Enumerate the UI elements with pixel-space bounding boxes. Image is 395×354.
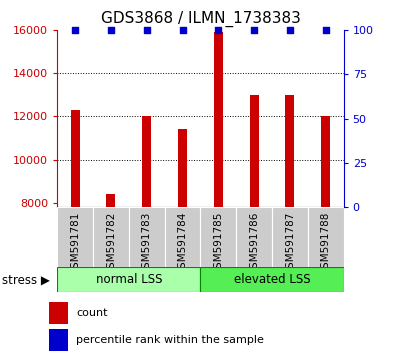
Bar [165, 207, 201, 267]
Point [215, 27, 222, 33]
Text: stress ▶: stress ▶ [2, 273, 50, 286]
Point [179, 27, 186, 33]
Bar [214, 32, 223, 207]
Point [323, 27, 329, 33]
Bar [93, 207, 129, 267]
Text: GSM591784: GSM591784 [178, 212, 188, 275]
Bar [272, 207, 308, 267]
Text: GSM591786: GSM591786 [249, 212, 259, 275]
Bar [236, 207, 272, 267]
Text: elevated LSS: elevated LSS [234, 273, 310, 286]
Bar [129, 207, 165, 267]
Bar [49, 302, 68, 324]
Point [251, 27, 257, 33]
Bar [178, 129, 187, 207]
Text: GSM591787: GSM591787 [285, 212, 295, 275]
Text: GSM591781: GSM591781 [70, 212, 80, 275]
Bar [250, 95, 259, 207]
Bar [49, 329, 68, 350]
Text: GSM591782: GSM591782 [106, 212, 116, 275]
Text: GSM591785: GSM591785 [213, 212, 223, 275]
Title: GDS3868 / ILMN_1738383: GDS3868 / ILMN_1738383 [100, 11, 301, 27]
Bar [201, 267, 344, 292]
Point [108, 27, 114, 33]
Bar [142, 116, 151, 207]
Bar [107, 194, 115, 207]
Point [72, 27, 78, 33]
Text: normal LSS: normal LSS [96, 273, 162, 286]
Text: GSM591783: GSM591783 [142, 212, 152, 275]
Text: GSM591788: GSM591788 [321, 212, 331, 275]
Bar [321, 116, 330, 207]
Bar [201, 207, 236, 267]
Point [287, 27, 293, 33]
Bar [286, 95, 294, 207]
Text: percentile rank within the sample: percentile rank within the sample [76, 335, 264, 345]
Bar [71, 110, 80, 207]
Bar [57, 207, 93, 267]
Text: count: count [76, 308, 108, 318]
Bar [308, 207, 344, 267]
Point [144, 27, 150, 33]
Bar [57, 267, 201, 292]
